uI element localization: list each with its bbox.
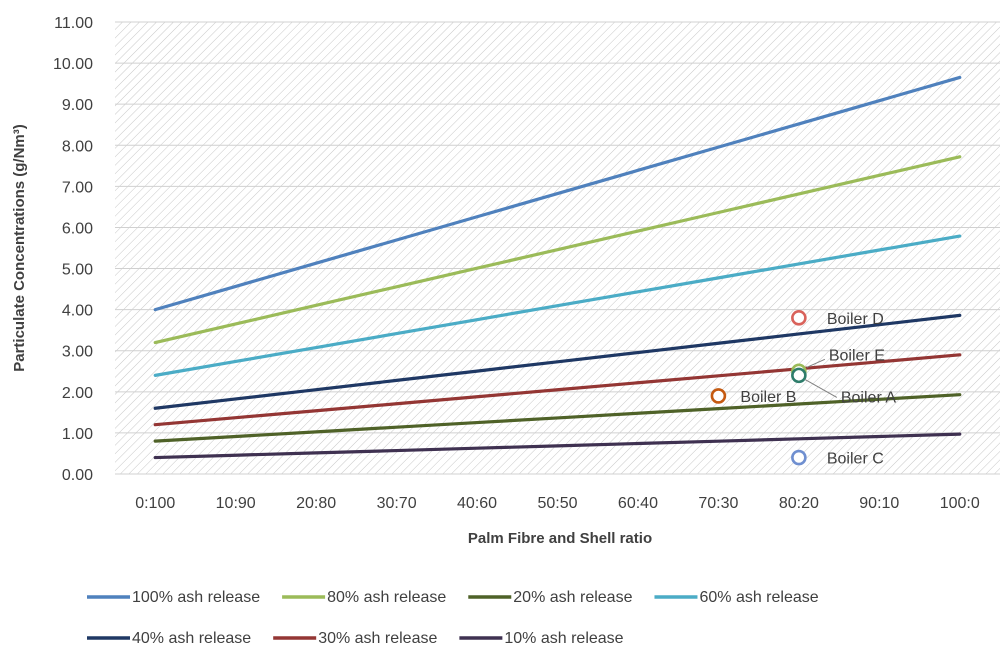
series-line <box>153 75 962 312</box>
y-tick-label: 5.00 <box>62 262 93 279</box>
x-axis-title: Palm Fibre and Shell ratio <box>468 530 652 547</box>
x-tick-label: 70:30 <box>698 495 738 512</box>
series-line <box>153 155 962 345</box>
series-layer <box>153 75 962 460</box>
series-line <box>153 234 962 377</box>
y-tick-label: 7.00 <box>62 179 93 196</box>
legend: 100% ash release 80% ash release 20% ash r… <box>87 589 819 647</box>
x-tick-label: 90:10 <box>859 495 899 512</box>
data-label: Boiler D <box>827 311 884 328</box>
y-axis-title: Particulate Concentrations (g/Nm³) <box>11 124 28 372</box>
y-tick-label: 2.00 <box>62 385 93 402</box>
legend-label: 10% ash release <box>504 630 623 647</box>
x-tick-label: 100:0 <box>940 495 980 512</box>
leader-line <box>806 358 826 368</box>
series-line <box>153 393 962 443</box>
leader-line <box>804 378 838 398</box>
legend-label: 20% ash release <box>513 589 632 606</box>
y-tick-label: 6.00 <box>62 220 93 237</box>
points-layer: Boiler D Boiler E Boiler A Boiler B Boiler C <box>710 310 896 468</box>
y-tick-label: 11.00 <box>54 15 93 32</box>
y-tick-label: 8.00 <box>62 138 93 155</box>
series-line <box>153 353 962 427</box>
x-tick-label: 10:90 <box>216 495 256 512</box>
y-tick-label: 0.00 <box>62 467 93 484</box>
data-label: Boiler A <box>841 389 896 406</box>
axis-layer: 0.00 1.00 2.00 3.00 4.00 5.00 6.00 7.00 8.00 9.00… <box>53 15 980 512</box>
legend-label: 40% ash release <box>132 630 251 647</box>
legend-label: 100% ash release <box>132 589 260 606</box>
x-tick-label: 30:70 <box>377 495 417 512</box>
grid-layer <box>115 21 1000 475</box>
data-point <box>791 310 807 326</box>
x-tick-label: 60:40 <box>618 495 658 512</box>
series-line <box>153 432 962 460</box>
data-label: Boiler B <box>740 389 796 406</box>
x-tick-label: 20:80 <box>296 495 336 512</box>
legend-label: 30% ash release <box>318 630 437 647</box>
y-tick-label: 4.00 <box>62 303 93 320</box>
data-label: Boiler C <box>827 451 884 468</box>
x-tick-label: 80:20 <box>779 495 819 512</box>
legend-label: 80% ash release <box>327 589 446 606</box>
x-tick-label: 50:50 <box>537 495 577 512</box>
series-line <box>153 313 962 410</box>
plot-area <box>115 22 1000 474</box>
y-tick-label: 9.00 <box>62 97 93 114</box>
y-tick-label: 10.00 <box>53 56 93 73</box>
data-point <box>710 388 727 404</box>
y-tick-label: 1.00 <box>62 426 93 443</box>
x-tick-label: 40:60 <box>457 495 497 512</box>
y-tick-label: 3.00 <box>62 344 93 361</box>
x-tick-label: 0:100 <box>135 495 175 512</box>
data-point <box>791 449 807 466</box>
data-point <box>791 367 807 384</box>
legend-label: 60% ash release <box>699 589 818 606</box>
data-label: Boiler E <box>829 347 885 364</box>
